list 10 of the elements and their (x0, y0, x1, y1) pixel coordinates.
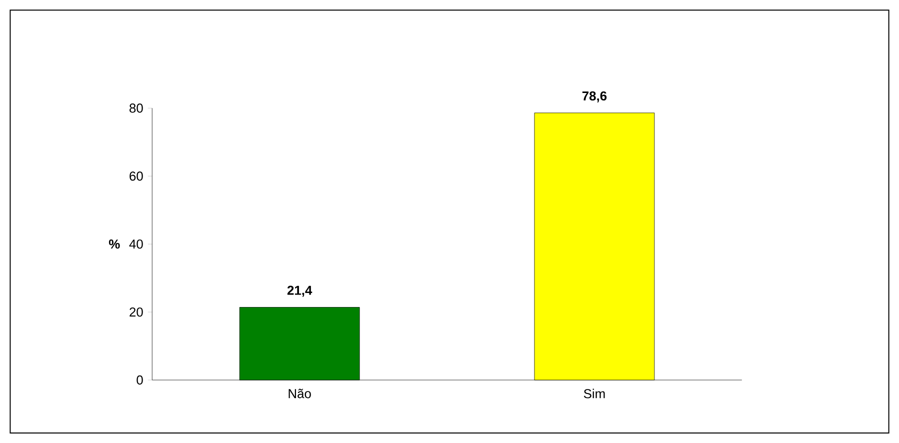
y-tick-label: 80 (130, 103, 143, 113)
y-axis-title: % (108, 239, 120, 249)
x-tick-label: Não (288, 388, 311, 398)
data-label: 21,4 (287, 286, 312, 297)
y-tick-label: 40 (129, 239, 143, 249)
x-tick-label: Sim (584, 388, 605, 398)
y-tick-label: 0 (136, 375, 143, 385)
data-label: 78,6 (582, 91, 607, 102)
y-tick-label: 60 (130, 171, 143, 181)
y-tick-label: 20 (130, 307, 143, 317)
